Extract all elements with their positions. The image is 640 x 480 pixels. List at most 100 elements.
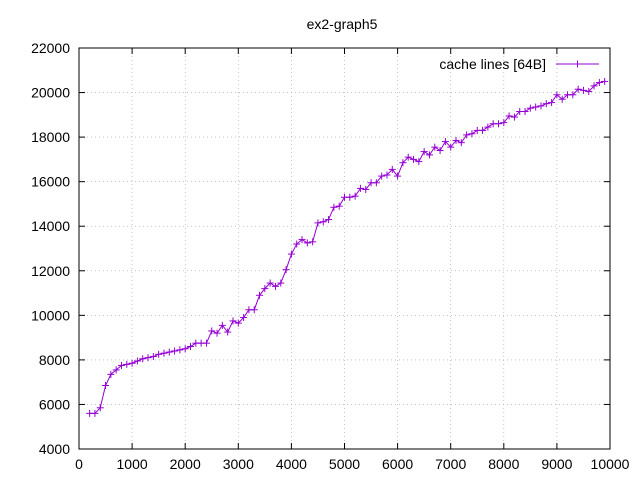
data-point xyxy=(447,143,455,151)
data-point xyxy=(271,282,279,290)
x-tick-label: 4000 xyxy=(276,456,307,472)
data-point xyxy=(155,350,163,358)
data-point xyxy=(287,250,295,258)
data-point xyxy=(266,279,274,287)
y-tick-label: 22000 xyxy=(31,40,70,56)
data-point xyxy=(117,361,125,369)
data-point xyxy=(378,172,386,180)
data-point xyxy=(102,382,110,390)
data-point xyxy=(139,355,147,363)
x-tick-label: 9000 xyxy=(541,456,572,472)
data-point xyxy=(91,409,99,417)
data-point xyxy=(601,77,609,85)
data-point xyxy=(160,349,168,357)
data-point xyxy=(144,354,152,362)
data-point xyxy=(224,328,232,336)
data-point xyxy=(298,236,306,244)
data-point xyxy=(133,357,141,365)
data-point xyxy=(569,91,577,99)
data-point xyxy=(171,347,179,355)
data-point xyxy=(325,216,333,224)
y-tick-label: 12000 xyxy=(31,263,70,279)
data-point xyxy=(383,171,391,179)
x-tick-label: 10000 xyxy=(591,456,630,472)
data-point xyxy=(303,239,311,247)
data-point xyxy=(452,136,460,144)
data-point xyxy=(309,238,317,246)
data-point xyxy=(213,329,221,337)
legend-swatch-marker xyxy=(574,60,581,68)
grid xyxy=(79,48,610,449)
y-tick-label: 16000 xyxy=(31,174,70,190)
data-point xyxy=(277,279,285,287)
y-tick-label: 8000 xyxy=(39,352,70,368)
x-tick-label: 2000 xyxy=(170,456,201,472)
data-point xyxy=(526,104,534,112)
axes: 0 1000 2000 3000 4000 5000 6000 7000 8000 9000 100… xyxy=(31,40,630,472)
data-point xyxy=(112,366,120,374)
data-point xyxy=(123,360,131,368)
data-point xyxy=(468,130,476,138)
data-point xyxy=(574,85,582,93)
data-point xyxy=(494,120,502,128)
data-point xyxy=(208,327,216,335)
data-point xyxy=(96,404,104,412)
data-point xyxy=(505,112,513,120)
data-point xyxy=(463,131,471,139)
data-point xyxy=(579,86,587,94)
data-point xyxy=(548,99,556,107)
data-point xyxy=(202,339,210,347)
series-line-0 xyxy=(89,80,605,414)
data-point xyxy=(346,193,354,201)
data-point xyxy=(521,107,529,115)
data-point xyxy=(415,158,423,166)
data-point xyxy=(256,291,264,299)
data-point xyxy=(107,370,115,378)
data-point xyxy=(229,317,237,325)
y-tick-label: 6000 xyxy=(39,396,70,412)
data-point xyxy=(457,139,465,147)
data-point xyxy=(537,102,545,110)
data-point xyxy=(187,343,195,351)
data-point xyxy=(479,126,487,134)
data-point xyxy=(585,87,593,95)
y-tick-label: 14000 xyxy=(31,218,70,234)
data-point xyxy=(356,184,364,192)
data-point xyxy=(250,306,258,314)
data-point xyxy=(404,153,412,161)
data-point xyxy=(510,113,518,121)
data-point xyxy=(149,353,157,361)
data-point xyxy=(431,143,439,151)
data-point xyxy=(181,345,189,353)
x-tick-label: 0 xyxy=(75,456,83,472)
legend-label: cache lines [64B] xyxy=(439,56,546,72)
data-point xyxy=(282,266,290,274)
data-point xyxy=(362,185,370,193)
data-point xyxy=(330,203,338,211)
y-tick-label: 20000 xyxy=(31,85,70,101)
data-point xyxy=(595,79,603,87)
data-point xyxy=(128,359,136,367)
x-tick-label: 3000 xyxy=(223,456,254,472)
data-point xyxy=(234,319,242,327)
data-point xyxy=(319,218,327,226)
data-point xyxy=(176,346,184,354)
data-point xyxy=(165,348,173,356)
data-point xyxy=(542,100,550,108)
data-point xyxy=(558,95,566,103)
data-point xyxy=(425,151,433,159)
y-tick-label: 10000 xyxy=(31,307,70,323)
data-point xyxy=(410,155,418,163)
x-tick-label: 7000 xyxy=(435,456,466,472)
y-tick-label: 18000 xyxy=(31,129,70,145)
data-point xyxy=(590,82,598,90)
data-point xyxy=(399,159,407,167)
data-point xyxy=(388,165,396,173)
y-tick-label: 4000 xyxy=(39,441,70,457)
data-point xyxy=(436,146,444,154)
x-tick-label: 6000 xyxy=(382,456,413,472)
data-point xyxy=(218,321,226,329)
chart-title: ex2-graph5 xyxy=(307,16,378,32)
x-tick-label: 8000 xyxy=(488,456,519,472)
